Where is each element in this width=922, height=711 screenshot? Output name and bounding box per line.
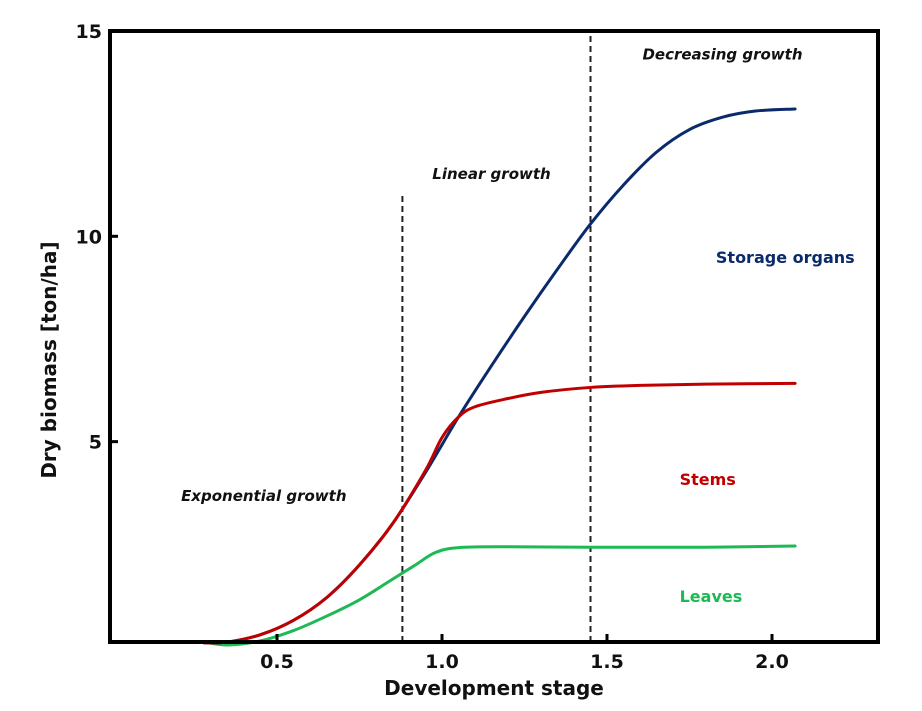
series-label-stems: Stems xyxy=(680,470,736,489)
series-label-storage-organs: Storage organs xyxy=(716,248,855,267)
x-tick-label: 2.0 xyxy=(755,651,789,673)
series-label-leaves: Leaves xyxy=(680,587,743,606)
x-tick-label: 0.5 xyxy=(260,651,294,673)
series-labels: Storage organs Stems Leaves xyxy=(680,248,855,606)
y-axis-ticks: 5 10 15 xyxy=(76,21,118,454)
series-line-leaves xyxy=(202,544,797,647)
phase-label: Linear growth xyxy=(432,165,550,183)
phase-label: Exponential growth xyxy=(181,487,346,505)
plot-frame xyxy=(108,29,880,644)
x-tick-label: 1.5 xyxy=(590,651,624,673)
x-tick-label: 1.0 xyxy=(425,651,459,673)
series-line-stems xyxy=(202,381,797,645)
series-lines xyxy=(202,107,797,647)
phase-boundaries xyxy=(401,31,592,642)
phase-labels: Exponential growth Linear growth Decreasin… xyxy=(181,46,802,506)
series-line-storage-organs xyxy=(202,107,797,645)
x-axis-title: Development stage xyxy=(384,676,604,700)
y-tick-label: 15 xyxy=(76,21,102,43)
y-tick-label: 5 xyxy=(89,432,102,454)
x-axis-ticks: 0.5 1.0 1.5 2.0 xyxy=(260,634,789,673)
y-tick-label: 10 xyxy=(76,226,102,248)
y-axis-title: Dry biomass [ton/ha] xyxy=(37,241,61,478)
phase-label: Decreasing growth xyxy=(642,46,802,64)
